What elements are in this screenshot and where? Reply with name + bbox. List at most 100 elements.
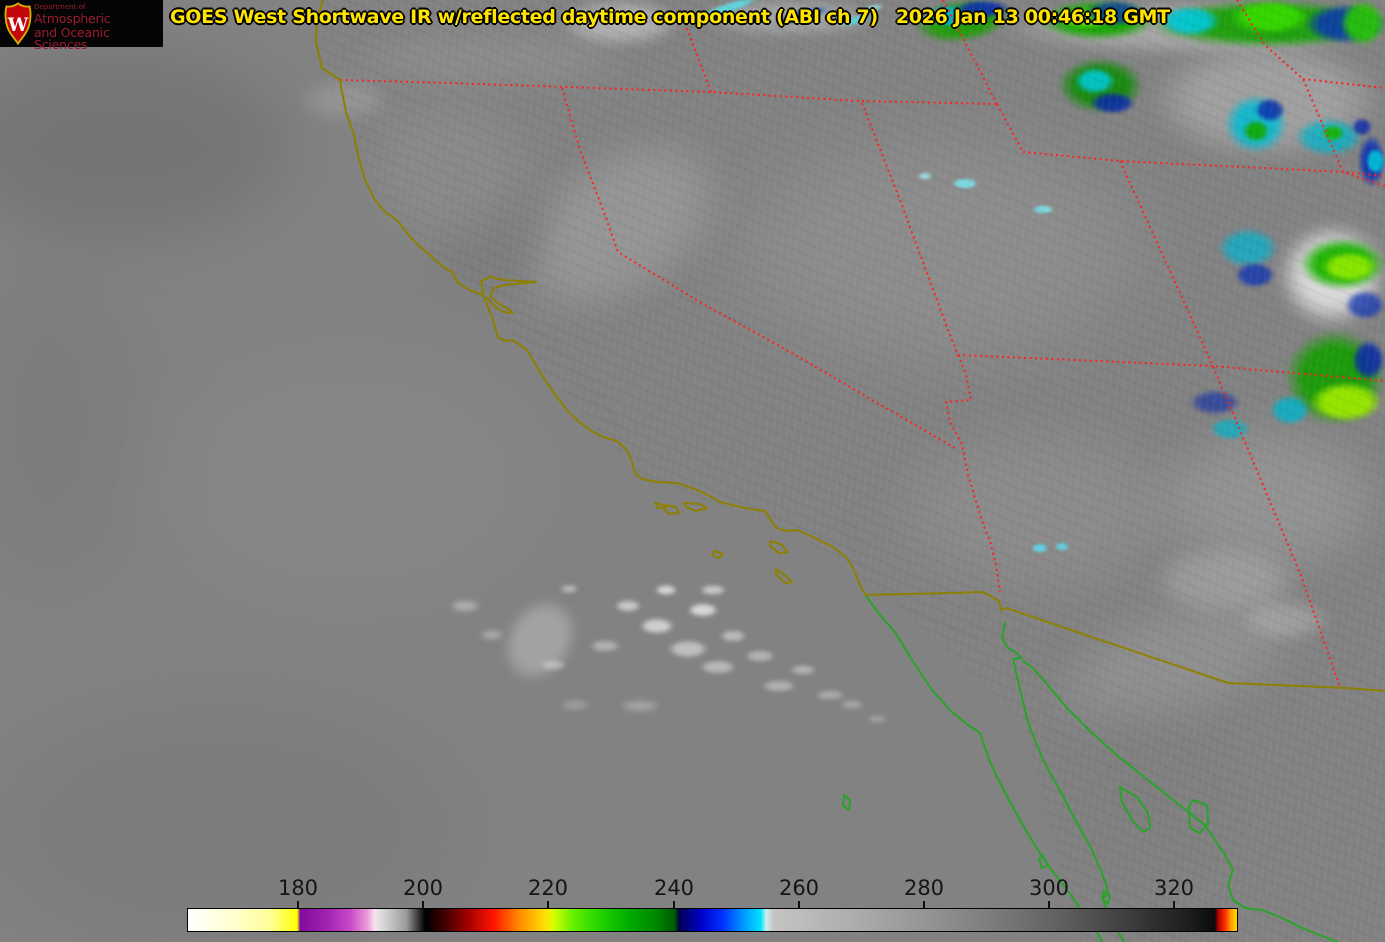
state-borders-red-path	[945, 354, 1001, 593]
image-title: GOES West Shortwave IR w/reflected dayti…	[170, 6, 1170, 28]
mexico-coastline-green-path	[1021, 659, 1339, 942]
map-blob	[540, 660, 566, 670]
logo-name-line1: Atmospheric	[34, 11, 111, 26]
map-blob	[745, 650, 775, 662]
map-blob	[867, 715, 887, 723]
state-borders-red-path	[996, 103, 1024, 153]
us-coastline-olive-path	[711, 550, 724, 559]
state-borders-red-path	[957, 354, 1385, 382]
map-blob	[480, 630, 504, 640]
map-blob	[700, 120, 1180, 380]
mexico-coastline-green-path	[1188, 799, 1209, 834]
map-blob	[0, 30, 320, 260]
map-blob	[1366, 148, 1385, 174]
map-blob	[1032, 205, 1054, 214]
map-blob	[840, 700, 864, 709]
us-coastline-olive-path	[683, 502, 708, 512]
map-blob	[790, 665, 816, 675]
us-coastline-olive-path	[663, 504, 680, 515]
map-blob	[1240, 600, 1330, 640]
map-blob	[1055, 542, 1069, 551]
map-blob	[560, 700, 590, 710]
state-borders-red-path	[861, 102, 959, 356]
map-blob	[688, 603, 718, 617]
us-coastline-olive-path	[315, 0, 867, 596]
map-blob	[668, 640, 708, 658]
map-blob	[1230, 0, 1310, 34]
state-borders-red-path	[561, 87, 956, 449]
logo-dept-line: Department of	[34, 3, 86, 11]
state-borders-red	[339, 0, 1385, 688]
product-title: GOES West Shortwave IR w/reflected dayti…	[170, 6, 878, 28]
map-blob	[880, 420, 1200, 600]
logo-text: Department of Atmospheric and Oceanic Sc…	[34, 4, 163, 52]
map-blob	[590, 640, 620, 652]
timestamp: 2026 Jan 13 00:46:18 GMT	[895, 6, 1170, 28]
map-blob	[0, 680, 500, 942]
state-borders-red-path	[339, 79, 998, 105]
map-blob	[450, 600, 480, 612]
map-blob	[1190, 390, 1240, 415]
map-blob	[1032, 543, 1048, 553]
mexico-coastline-green-path	[1038, 854, 1049, 869]
map-blob	[640, 618, 674, 634]
state-borders-red-path	[1236, 0, 1385, 187]
map-blob	[1310, 382, 1382, 422]
map-blob	[560, 0, 680, 45]
us-coastline-olive	[315, 0, 1385, 692]
map-blob	[360, 90, 540, 250]
map-blob	[1340, 0, 1385, 46]
us-coastline-olive-path	[654, 502, 667, 509]
map-blob	[815, 690, 845, 700]
map-blob	[720, 630, 746, 642]
map-blob	[560, 585, 578, 593]
map-blob	[1322, 252, 1377, 282]
us-coastline-olive-path	[775, 568, 793, 584]
map-blob	[1090, 92, 1135, 114]
map-blob	[1218, 228, 1278, 268]
map-blob	[700, 660, 736, 674]
mexico-coastline-green-path	[1119, 786, 1151, 833]
map-blob	[655, 585, 677, 595]
map-blob	[1075, 68, 1115, 94]
mexico-coastline-green-path	[842, 794, 851, 811]
crest-letter: W	[7, 15, 29, 36]
state-borders-red-path	[682, 17, 712, 93]
uw-aos-logo: W Department of Atmospheric and Oceanic …	[0, 0, 163, 51]
map-blob	[1270, 395, 1310, 425]
us-coastline-olive-path	[769, 540, 789, 554]
us-coastline-olive-path	[480, 276, 537, 314]
mexico-coastline-green	[842, 595, 1339, 942]
state-borders-red-path	[1022, 151, 1385, 177]
map-blob	[1345, 290, 1385, 320]
map-blob	[1160, 6, 1220, 36]
map-blob	[700, 585, 726, 595]
map-blob	[952, 178, 978, 189]
map-blob	[615, 600, 641, 612]
map-blob	[1352, 118, 1372, 136]
map-blob	[1243, 120, 1269, 142]
map-blob	[620, 700, 660, 712]
map-blob	[955, 0, 1010, 18]
state-borders-red-path	[1302, 78, 1385, 89]
state-borders-red-path	[1119, 160, 1341, 688]
mexico-coastline-green-path	[1001, 621, 1125, 942]
us-coastline-olive-path	[865, 591, 1385, 692]
map-blob	[1085, 0, 1145, 26]
mexico-coastline-green-path	[865, 595, 1103, 942]
mexico-coastline-green-path	[1101, 890, 1111, 905]
map-blob	[1352, 340, 1385, 380]
map-blob	[1255, 98, 1285, 122]
map-blob	[1150, 545, 1300, 615]
map-blob	[300, 80, 390, 120]
map-blob	[120, 330, 580, 630]
map-blob	[918, 172, 932, 180]
map-blob	[1235, 262, 1275, 288]
uw-crest-icon: W	[4, 2, 32, 45]
map-blob	[762, 680, 796, 692]
map-blob	[1210, 418, 1250, 440]
